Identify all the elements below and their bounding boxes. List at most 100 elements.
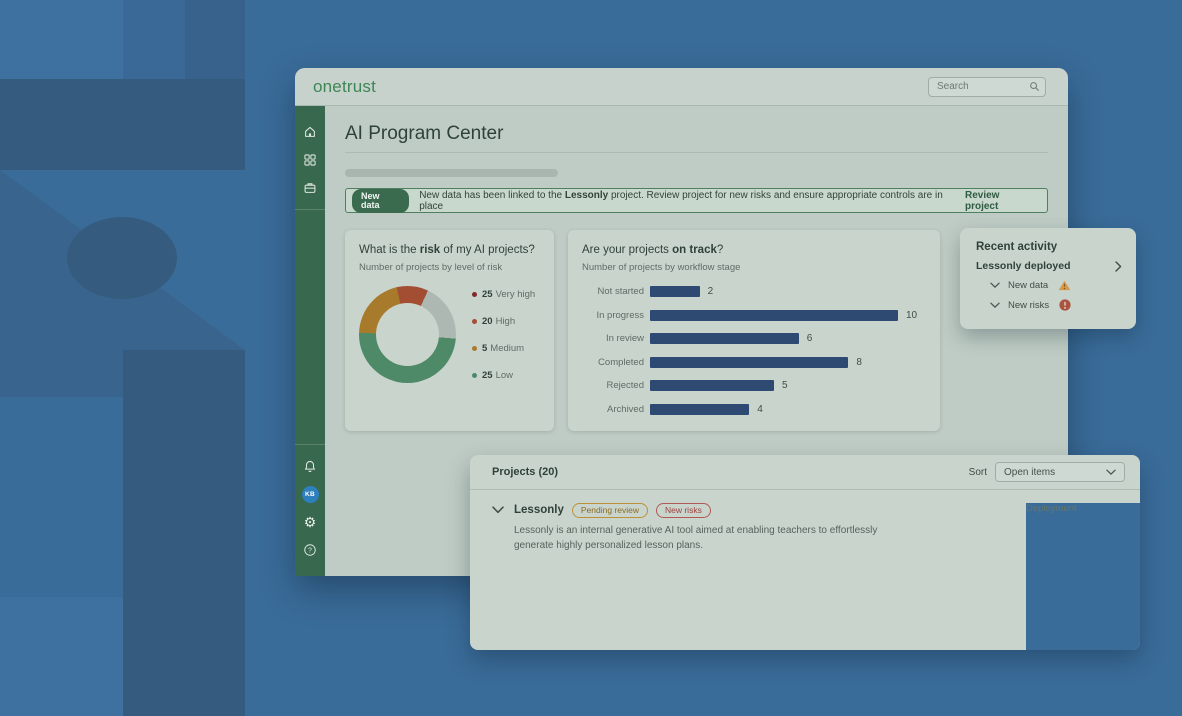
bar-row: In progress 10 — [582, 309, 926, 321]
review-project-link[interactable]: Review project — [964, 189, 1000, 212]
bar-category-label: Not started — [597, 286, 644, 297]
donut-legend: 25 Very high 20 High 5 Medium 25 Low — [472, 289, 535, 381]
new-data-badge: New data — [352, 188, 410, 213]
bar-row: In review 6 — [582, 333, 926, 344]
legend-value: 5 — [482, 342, 488, 354]
stage-label: Deployment — [1026, 503, 1140, 650]
sort-dropdown[interactable]: Open items — [995, 462, 1125, 482]
bar — [650, 309, 898, 321]
chevron-down-icon — [1106, 469, 1116, 476]
search-input[interactable] — [928, 76, 1046, 97]
dashboard-cards: What is the risk of my AI projects? Numb… — [345, 230, 1048, 431]
backdrop-circle — [67, 217, 177, 299]
bar-chart: Not started 2 In progress 10 In review 6 Compl… — [582, 286, 926, 415]
apps-grid-icon[interactable] — [295, 152, 325, 168]
backdrop-shape — [185, 0, 245, 79]
sort-value: Open items — [1004, 466, 1056, 478]
recent-activity-card: Recent activity Lessonly deployed New da… — [960, 228, 1136, 329]
bar-category-label: Completed — [598, 356, 644, 368]
bar-category-label: In review — [605, 333, 644, 344]
chevron-down-icon[interactable] — [492, 506, 504, 514]
legend-label: Low — [495, 369, 514, 381]
bar — [650, 286, 700, 297]
bar — [650, 403, 750, 415]
search-icon — [1029, 81, 1040, 92]
projects-list: Lessonly Pending review New risks Lessonl… — [470, 490, 1140, 650]
home-icon[interactable] — [295, 124, 325, 140]
risk-chart-subtitle: Number of projects by level of risk — [359, 262, 503, 273]
alert-row-new-risks[interactable]: New risks — [990, 299, 1122, 311]
sort-label: Sort — [968, 466, 987, 478]
legend-label: Very high — [495, 288, 536, 300]
main-content: AI Program Center New data New data has … — [325, 106, 1068, 576]
legend-dot — [472, 318, 477, 324]
skeleton-bar — [345, 169, 558, 177]
bar-category-label: Rejected — [606, 380, 645, 391]
bar-category-label: In progress — [596, 309, 644, 321]
backdrop-shape — [0, 350, 123, 397]
workflow-chart-subtitle: Number of projects by workflow stage — [582, 262, 741, 273]
bar-category-label: Archived — [607, 403, 644, 415]
recent-activity-title: Recent activity — [976, 241, 1058, 253]
legend-item: 20 High — [472, 316, 535, 327]
bar-value: 6 — [806, 333, 813, 344]
app-header: onetrust — [295, 68, 1068, 106]
backdrop-shape — [0, 597, 123, 716]
project-row: Lessonly Pending review New risks Lessonl… — [470, 490, 1140, 650]
sidebar: KB ⚙ ? — [295, 106, 325, 576]
projects-title: Projects (20) — [492, 466, 559, 478]
legend-label: High — [495, 315, 516, 327]
project-tag-pill: New risks — [655, 503, 711, 518]
chevron-down-icon — [990, 282, 1000, 289]
project-status: High risk Deployment 1 outstanding item — [931, 503, 1140, 650]
bar — [650, 356, 849, 368]
banner-message: New data has been linked to the Lessonly… — [419, 189, 943, 212]
gear-icon[interactable]: ⚙ — [303, 514, 317, 530]
onetrust-logo: onetrust — [313, 76, 377, 96]
bar-value: 8 — [856, 356, 862, 368]
bar-row: Completed 8 — [582, 356, 926, 368]
bar-row: Rejected 5 — [582, 380, 926, 391]
risk-chart-card: What is the risk of my AI projects? Numb… — [345, 230, 554, 431]
sidebar-divider — [295, 444, 325, 445]
sidebar-divider — [295, 209, 325, 210]
bar — [650, 333, 799, 344]
recent-activity-item[interactable]: Lessonly deployed — [976, 260, 1122, 272]
legend-dot — [472, 372, 477, 378]
projects-header: Projects (20) Sort Open items — [470, 455, 1140, 490]
bar-value: 2 — [707, 286, 714, 297]
bar — [650, 380, 774, 391]
legend-value: 25 — [482, 288, 493, 300]
chevron-right-icon — [1115, 260, 1122, 272]
legend-label: Medium — [490, 342, 525, 354]
notification-banner: New data New data has been linked to the… — [345, 188, 1048, 213]
bar-value: 4 — [757, 403, 763, 415]
help-icon[interactable]: ? — [295, 542, 325, 558]
bar-value: 5 — [782, 380, 788, 391]
workflow-chart-title: Are your projects on track? — [582, 244, 724, 256]
backdrop-shape — [123, 0, 185, 79]
briefcase-icon[interactable] — [295, 180, 325, 196]
projects-panel: Projects (20) Sort Open items Lessonly P… — [470, 455, 1140, 650]
project-tag-pill: Pending review — [571, 503, 648, 518]
project-name[interactable]: Lessonly — [514, 504, 564, 517]
risk-chart-title: What is the risk of my AI projects? — [359, 244, 535, 256]
legend-item: 25 Low — [472, 370, 535, 381]
legend-dot — [472, 345, 477, 351]
bell-icon[interactable] — [295, 458, 325, 474]
bar-row: Not started 2 — [582, 286, 926, 297]
avatar[interactable]: KB — [295, 485, 325, 503]
legend-item: 25 Very high — [472, 289, 535, 300]
legend-value: 20 — [482, 315, 493, 327]
avatar-initials: KB — [301, 485, 319, 503]
page-title: AI Program Center — [345, 123, 504, 144]
donut-chart — [359, 286, 456, 383]
workflow-chart-card: Are your projects on track? Number of pr… — [568, 230, 940, 431]
backdrop-shape — [123, 350, 245, 716]
error-circle-icon — [1059, 299, 1071, 311]
legend-item: 5 Medium — [472, 343, 535, 354]
legend-value: 25 — [482, 369, 493, 381]
alert-row-new-data[interactable]: New data — [990, 280, 1122, 291]
legend-dot — [472, 291, 477, 297]
